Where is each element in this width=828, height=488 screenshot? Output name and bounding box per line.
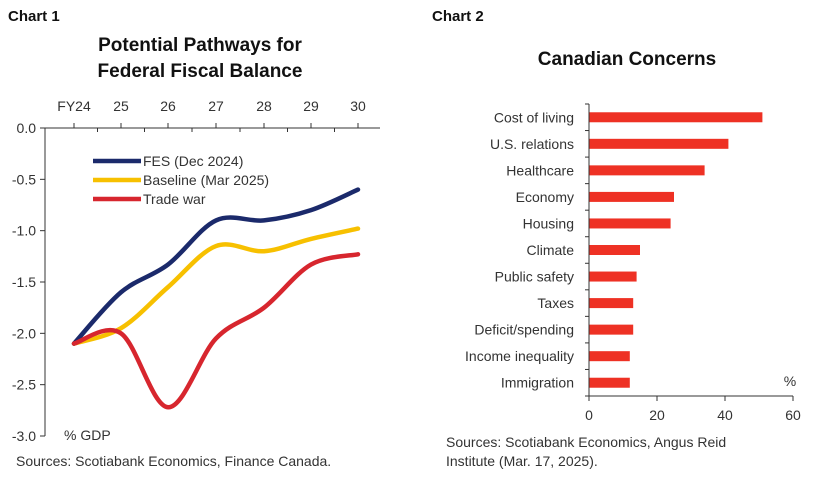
chart-2-category-label: Healthcare — [506, 162, 574, 178]
chart-2-x-tick-label: 20 — [649, 407, 665, 423]
chart-2-bar — [589, 218, 671, 229]
chart-1-x-tick-label: 26 — [160, 98, 176, 114]
chart-2-category-label: Immigration — [501, 375, 574, 391]
chart-2-category-label: Economy — [516, 189, 574, 205]
chart-2-bar — [589, 324, 634, 335]
chart-2-bar — [589, 351, 630, 362]
chart-1-x-tick-label: 30 — [350, 98, 366, 114]
chart-1-y-tick-label: -1.5 — [12, 274, 36, 290]
chart-2-x-tick-label: 60 — [785, 407, 801, 423]
chart-2-bar — [589, 191, 674, 202]
chart-1-title-line-1: Potential Pathways for — [98, 35, 302, 56]
chart-2-bar — [589, 271, 637, 282]
chart-2-label: Chart 2 — [432, 8, 484, 25]
chart-2-bar — [589, 298, 634, 309]
chart-2-category-label: Income inequality — [465, 348, 574, 364]
chart-1-y-tick-label: -2.5 — [12, 377, 36, 393]
chart-1-series-line-1 — [71, 226, 361, 346]
chart-2-bar — [589, 245, 640, 255]
chart-2-bar — [589, 138, 729, 149]
chart-1-y-tick-label: -2.0 — [12, 325, 36, 341]
chart-2-category-label: Housing — [523, 215, 574, 231]
chart-1-y-tick-label: 0.0 — [17, 120, 37, 136]
chart-2-title: Canadian Concerns — [538, 49, 716, 70]
chart-1-x-tick-label: 25 — [113, 98, 129, 114]
chart-2-category-label: Climate — [527, 242, 575, 258]
chart-1-legend-label: Trade war — [143, 191, 206, 207]
chart-2-bar — [589, 112, 763, 123]
chart-1-series-line-0 — [71, 187, 361, 346]
chart-1-series-line-2 — [71, 252, 361, 410]
chart-1-label: Chart 1 — [8, 8, 60, 25]
chart-2-category-label: U.S. relations — [490, 136, 574, 152]
chart-1-legend-label: Baseline (Mar 2025) — [143, 172, 269, 188]
chart-1-y-tick-label: -0.5 — [12, 171, 36, 187]
chart-2-source-line-1: Sources: Scotiabank Economics, Angus Rei… — [446, 434, 726, 450]
chart-1-y-tick-label: -1.0 — [12, 223, 36, 239]
chart-1-y-tick-label: -3.0 — [12, 428, 36, 444]
chart-1-source: Sources: Scotiabank Economics, Finance C… — [16, 453, 331, 469]
chart-1-x-tick-label: FY24 — [57, 98, 91, 114]
chart-2-category-label: Cost of living — [494, 109, 574, 125]
chart-1-x-tick-label: 29 — [303, 98, 319, 114]
chart-2-category-label: Taxes — [537, 295, 574, 311]
chart-2-category-label: Deficit/spending — [474, 322, 574, 338]
chart-1-title-line-2: Federal Fiscal Balance — [98, 61, 303, 82]
chart-2-bar — [589, 165, 705, 176]
chart-2-bar — [589, 377, 630, 388]
chart-1-legend-label: FES (Dec 2024) — [143, 153, 243, 169]
chart-2-category-label: Public safety — [495, 269, 574, 285]
chart-2-source-line-2: Institute (Mar. 17, 2025). — [446, 453, 598, 469]
chart-2-x-tick-label: 40 — [717, 407, 733, 423]
chart-2-x-tick-label: 0 — [585, 407, 593, 423]
chart-2-unit-label: % — [784, 373, 796, 389]
chart-1-unit-label: % GDP — [64, 427, 111, 443]
chart-1-x-tick-label: 27 — [208, 98, 224, 114]
chart-1-x-tick-label: 28 — [256, 98, 272, 114]
